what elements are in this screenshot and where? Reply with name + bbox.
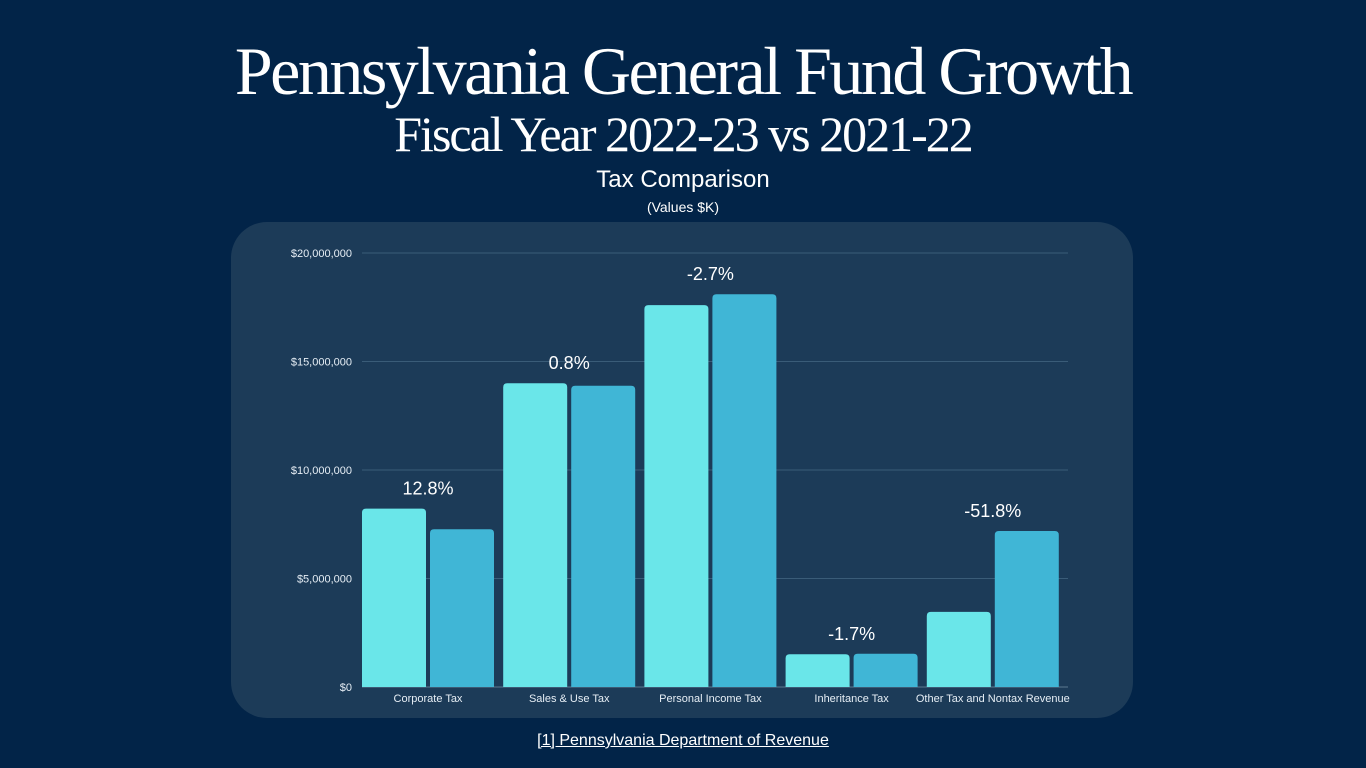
y-tick-label: $0 [340,682,352,694]
bar-2022-23 [503,383,568,687]
y-tick-label: $5,000,000 [297,574,352,586]
x-tick-label: Sales & Use Tax [529,693,610,705]
growth-label: -2.7% [687,264,734,284]
bar-2021-22 [571,385,636,687]
bar-2022-23 [362,508,426,687]
chart-title: Tax Comparison [596,166,770,193]
y-tick-label: $20,000,000 [291,248,352,260]
bar-2022-23 [926,611,991,687]
bar-2021-22 [430,529,494,687]
page-subtitle: Fiscal Year 2022-23 vs 2021-22 [394,106,973,162]
growth-label: -51.8% [964,501,1021,521]
growth-label: 0.8% [549,353,590,373]
chart-units-note: (Values $K) [646,199,720,215]
x-tick-label: Personal Income Tax [659,693,762,705]
x-tick-label: Inheritance Tax [814,693,889,705]
x-tick-label: Corporate Tax [394,693,463,705]
source-link[interactable]: [1] Pennsylvania Department of Revenue [537,732,829,749]
bar-2022-23 [644,305,709,687]
growth-label: -1.7% [828,624,875,644]
y-tick-label: $15,000,000 [291,357,352,369]
bar-2021-22 [994,530,1059,687]
page-title: Pennsylvania General Fund Growth [234,33,1134,109]
bar-2022-23 [785,654,850,687]
growth-label: 12.8% [402,479,453,499]
y-tick-label: $10,000,000 [291,465,352,477]
bar-2021-22 [712,294,777,687]
bar-2021-22 [853,653,918,687]
x-tick-label: Other Tax and Nontax Revenue [916,693,1070,705]
